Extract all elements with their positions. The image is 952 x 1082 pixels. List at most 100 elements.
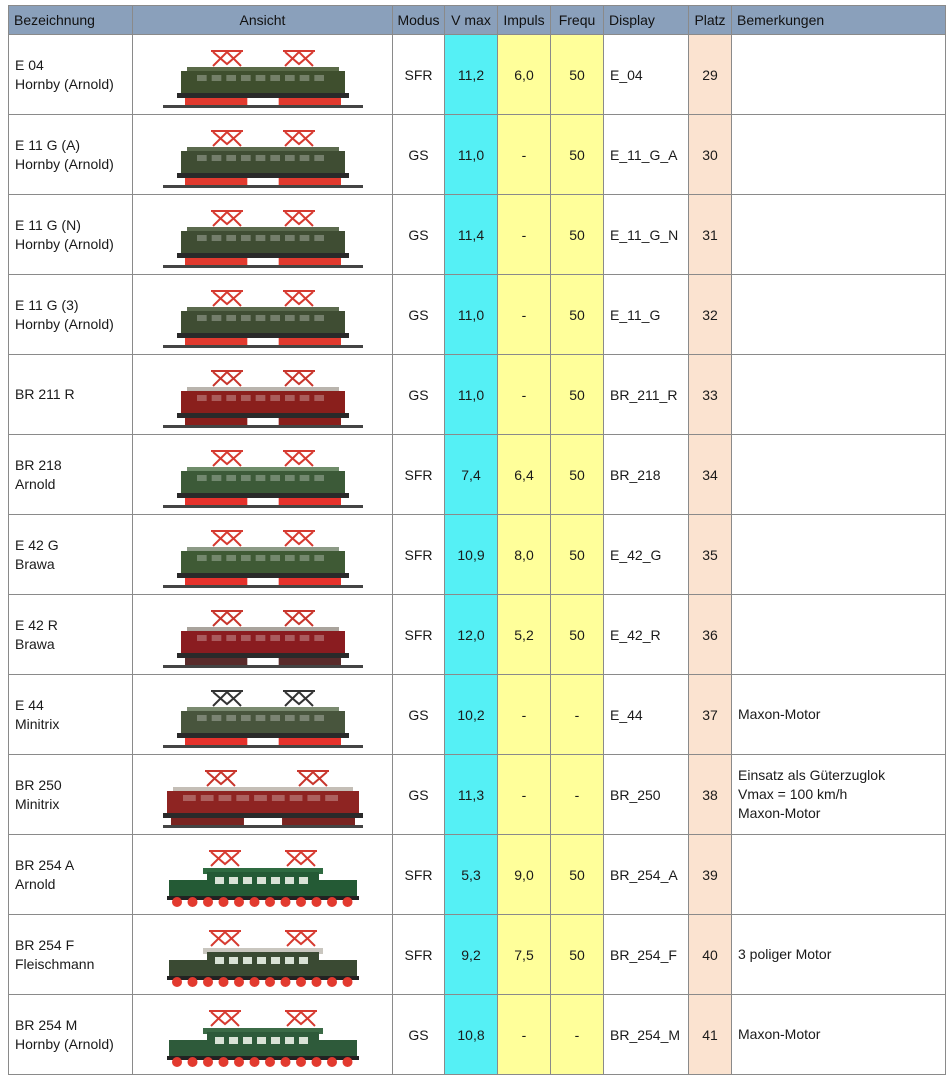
cell-ansicht [132,434,393,515]
cell-display: BR_254_M [603,994,689,1075]
cell-frequ: 50 [550,594,604,675]
header-vmax: V max [444,5,498,35]
locomotive-name: E 42 R [15,616,58,633]
cell-platz: 29 [688,34,732,115]
cell-vmax: 12,0 [444,594,498,675]
cell-vmax: 11,4 [444,194,498,275]
table-row: BR 211 R GS 11,0-50 BR_211_R 33 [8,354,946,435]
cell-ansicht [132,834,393,915]
cell-bezeichnung: E 11 G (A) Hornby (Arnold) [8,114,133,195]
cell-impuls: 8,0 [497,514,551,595]
cell-vmax: 11,0 [444,114,498,195]
cell-bezeichnung: BR 218 Arnold [8,434,133,515]
remark-line: 3 poliger Motor [738,946,832,962]
table-row: E 11 G (A) Hornby (Arnold) GS 11,0-50 E_11_G… [8,114,946,195]
cell-impuls: 6,4 [497,434,551,515]
cell-vmax: 11,0 [444,354,498,435]
cell-bezeichnung: BR 254 A Arnold [8,834,133,915]
cell-modus: SFR [392,514,445,595]
cell-bemerkungen [731,194,946,275]
cell-modus: GS [392,114,445,195]
locomotive-name: E 04 [15,56,44,73]
cell-display: E_42_G [603,514,689,595]
cell-ansicht [132,994,393,1075]
cell-impuls: 7,5 [497,914,551,995]
cell-impuls: - [497,674,551,755]
table-row: E 42 R Brawa SFR 12,0 5,2 50 E_42_R 36 [8,594,946,675]
header-row: Bezeichnung Ansicht Modus V max Impuls F… [8,5,946,35]
cell-platz: 30 [688,114,732,195]
cell-bemerkungen [731,274,946,355]
cell-platz: 36 [688,594,732,675]
table-row: BR 254 F Fleischmann SFR 9,2 7,5 50 BR_254_F 40… [8,914,946,995]
cell-bemerkungen: Maxon-Motor [731,994,946,1075]
cell-frequ: 50 [550,354,604,435]
cell-ansicht [132,594,393,675]
cell-modus: SFR [392,434,445,515]
locomotive-name: BR 254 M [15,1016,78,1033]
cell-modus: GS [392,354,445,435]
cell-platz: 39 [688,834,732,915]
cell-platz: 32 [688,274,732,355]
cell-modus: GS [392,674,445,755]
cell-ansicht [132,354,393,435]
table-row: BR 250 Minitrix GS 11,3- - BR_250 38 Einsatz al… [8,754,946,835]
cell-modus: SFR [392,914,445,995]
cell-bezeichnung: E 44 Minitrix [8,674,133,755]
cell-bezeichnung: E 04 Hornby (Arnold) [8,34,133,115]
cell-platz: 34 [688,434,732,515]
cell-modus: SFR [392,34,445,115]
cell-frequ: 50 [550,274,604,355]
cell-platz: 31 [688,194,732,275]
table-row: E 11 G (3) Hornby (Arnold) GS 11,0-50 E_11_G… [8,274,946,355]
cell-display: E_04 [603,34,689,115]
cell-impuls: 5,2 [497,594,551,675]
manufacturer-name: Fleischmann [15,955,95,972]
header-bemerkungen: Bemerkungen [731,5,946,35]
locomotive-picture [162,129,363,188]
cell-bemerkungen [731,354,946,435]
cell-impuls: 9,0 [497,834,551,915]
cell-vmax: 10,9 [444,514,498,595]
locomotive-picture [162,529,363,588]
cell-bemerkungen [731,594,946,675]
cell-display: E_44 [603,674,689,755]
locomotive-picture [162,209,363,268]
locomotive-picture [162,769,363,828]
cell-frequ: - [550,994,604,1075]
cell-modus: GS [392,994,445,1075]
manufacturer-name: Hornby (Arnold) [15,75,114,92]
locomotive-picture [162,289,363,348]
manufacturer-name: Hornby (Arnold) [15,315,114,332]
locomotive-picture [162,689,363,748]
cell-bezeichnung: BR 211 R [8,354,133,435]
cell-ansicht [132,34,393,115]
cell-ansicht [132,914,393,995]
locomotive-name: E 44 [15,696,44,713]
locomotive-picture [162,49,363,108]
manufacturer-name: Hornby (Arnold) [15,1035,114,1052]
cell-frequ: 50 [550,114,604,195]
cell-vmax: 9,2 [444,914,498,995]
cell-platz: 38 [688,754,732,835]
cell-bezeichnung: E 42 G Brawa [8,514,133,595]
cell-impuls: - [497,274,551,355]
cell-modus: GS [392,274,445,355]
cell-platz: 33 [688,354,732,435]
cell-bezeichnung: BR 254 M Hornby (Arnold) [8,994,133,1075]
cell-display: BR_250 [603,754,689,835]
cell-ansicht [132,674,393,755]
table-body: E 04 Hornby (Arnold) SFR 11,2 6,0 50 E_04 29 E 1… [8,34,946,1075]
cell-vmax: 7,4 [444,434,498,515]
cell-bemerkungen [731,514,946,595]
cell-ansicht [132,194,393,275]
cell-modus: GS [392,754,445,835]
cell-bemerkungen [731,34,946,115]
cell-display: BR_211_R [603,354,689,435]
cell-impuls: - [497,194,551,275]
cell-vmax: 5,3 [444,834,498,915]
cell-ansicht [132,274,393,355]
cell-vmax: 11,3 [444,754,498,835]
cell-bemerkungen: Maxon-Motor [731,674,946,755]
cell-bezeichnung: E 11 G (3) Hornby (Arnold) [8,274,133,355]
